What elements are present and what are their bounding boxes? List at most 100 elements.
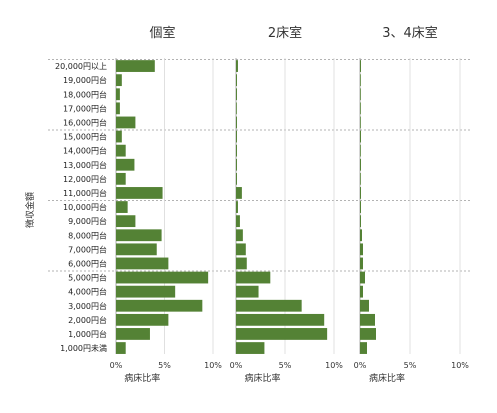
bar <box>236 328 328 340</box>
bar <box>116 328 150 340</box>
bar <box>116 201 128 213</box>
bar <box>360 271 365 284</box>
bar <box>116 243 157 256</box>
bar <box>236 313 325 326</box>
bar <box>116 172 126 185</box>
bar <box>116 144 126 157</box>
bar <box>236 229 243 242</box>
bar <box>360 60 361 72</box>
bar <box>116 102 120 115</box>
bar <box>360 328 376 340</box>
category-label: 2,000円台 <box>68 315 107 325</box>
bar <box>116 74 122 87</box>
bar <box>116 215 136 228</box>
bar <box>360 201 361 213</box>
category-label: 19,000円台 <box>63 75 107 85</box>
category-label: 10,000円台 <box>63 202 107 212</box>
bar <box>236 74 237 87</box>
bar <box>360 172 361 185</box>
category-label: 7,000円台 <box>68 244 107 254</box>
bar <box>360 187 361 199</box>
bar <box>360 158 361 171</box>
bar <box>236 342 265 354</box>
bar <box>360 299 369 312</box>
x-tick-label: 5% <box>279 361 292 370</box>
category-label: 14,000円台 <box>63 146 107 156</box>
category-label: 9,000円台 <box>68 216 107 226</box>
bar <box>236 257 247 270</box>
bar <box>236 88 237 101</box>
category-label: 4,000円台 <box>68 287 107 297</box>
bar <box>236 116 237 129</box>
bar <box>360 130 361 143</box>
bar <box>236 271 271 284</box>
bar <box>116 257 169 270</box>
bar <box>116 271 209 284</box>
panel-title: 3、4床室 <box>382 25 438 41</box>
category-label: 6,000円台 <box>68 258 107 268</box>
category-label: 5,000円台 <box>68 273 107 283</box>
bar <box>116 158 135 171</box>
x-tick-label: 5% <box>158 361 171 370</box>
bar <box>360 229 362 242</box>
bar <box>236 102 237 115</box>
category-label: 8,000円台 <box>68 230 107 240</box>
category-label: 11,000円台 <box>63 188 107 198</box>
category-label: 18,000円台 <box>63 89 107 99</box>
category-label: 13,000円台 <box>63 160 107 170</box>
bar <box>360 215 361 228</box>
bar <box>236 158 237 171</box>
x-tick-label: 0% <box>230 361 243 370</box>
bar <box>360 116 361 129</box>
bar <box>236 172 237 185</box>
bar <box>116 285 176 298</box>
bar <box>116 187 163 199</box>
bar <box>360 102 361 115</box>
x-tick-label: 0% <box>110 361 123 370</box>
x-tick-label: 10% <box>204 361 222 370</box>
x-axis-label: 病床比率 <box>369 372 405 384</box>
x-axis-label: 病床比率 <box>124 372 160 384</box>
bar <box>360 342 367 354</box>
panel-title: 2床室 <box>268 25 302 41</box>
bar <box>116 229 162 242</box>
bar <box>236 299 302 312</box>
x-tick-label: 0% <box>354 361 367 370</box>
bar <box>360 285 363 298</box>
y-axis-label: 徴収金額 <box>24 192 36 228</box>
panel-title: 個室 <box>149 25 175 41</box>
bar <box>236 144 237 157</box>
bar <box>360 243 363 256</box>
bar <box>360 144 361 157</box>
bar <box>360 88 361 101</box>
bar <box>236 243 246 256</box>
bar <box>360 313 375 326</box>
category-label: 17,000円台 <box>63 103 107 113</box>
bar <box>236 130 237 143</box>
category-label: 20,000円以上 <box>55 62 107 71</box>
bar <box>236 285 259 298</box>
bar <box>116 130 122 143</box>
bar <box>116 313 169 326</box>
bar <box>116 299 203 312</box>
x-tick-label: 10% <box>451 361 469 370</box>
bar <box>116 60 155 72</box>
bar <box>236 215 240 228</box>
bar <box>236 187 242 199</box>
category-label: 16,000円台 <box>63 117 107 127</box>
category-label: 12,000円台 <box>63 174 107 184</box>
bar <box>236 60 238 72</box>
category-label: 3,000円台 <box>68 301 107 311</box>
x-axis-label: 病床比率 <box>244 372 280 384</box>
bar <box>236 201 238 213</box>
category-label: 15,000円台 <box>63 132 107 142</box>
bar <box>116 116 136 129</box>
category-label: 1,000円未満 <box>60 343 107 353</box>
x-tick-label: 5% <box>404 361 417 370</box>
x-tick-label: 10% <box>325 361 343 370</box>
bar <box>116 88 120 101</box>
category-label: 1,000円台 <box>68 329 107 339</box>
bar <box>116 342 126 354</box>
bar <box>360 74 361 87</box>
